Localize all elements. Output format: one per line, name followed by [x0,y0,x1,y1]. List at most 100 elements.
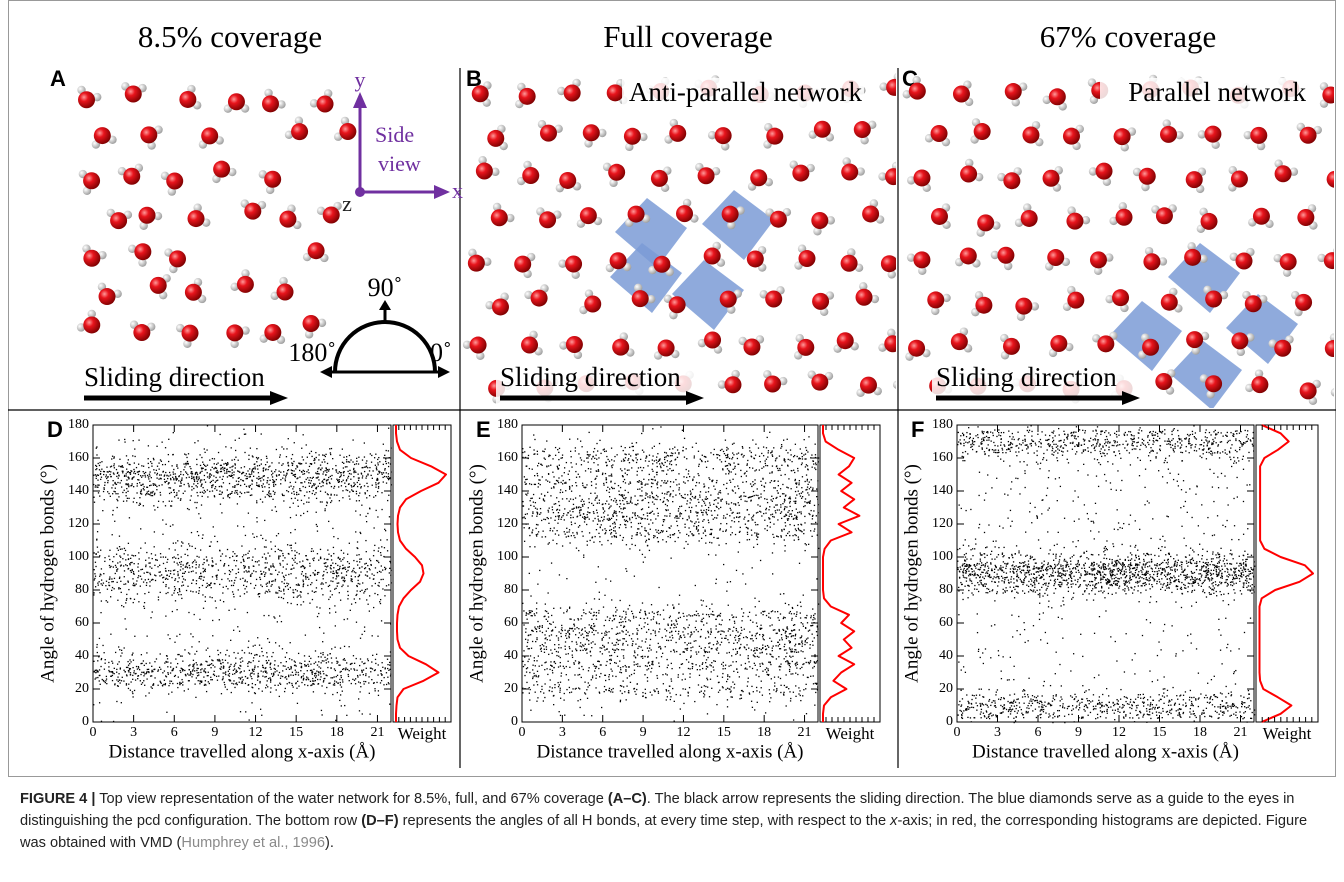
scatter-dot [663,521,664,522]
scatter-dot [112,456,113,457]
scatter-dot [254,466,255,467]
scatter-dot [281,446,282,447]
angle-head [438,366,450,378]
scatter-dot [258,457,259,458]
scatter-dot [160,459,161,460]
scatter-dot [122,558,123,559]
scatter-dot [614,460,615,461]
scatter-dot [331,559,332,560]
scatter-dot [335,588,336,589]
scatter-dot [126,684,127,685]
scatter-dot [388,476,389,477]
scatter-dot [701,619,702,620]
scatter-dot [326,675,327,676]
scatter-dot [287,544,288,545]
scatter-dot [718,682,719,683]
scatter-dot [317,616,318,617]
scatter-dot [175,542,176,543]
scatter-dot [185,464,186,465]
scatter-dot [254,667,255,668]
scatter-dot [381,565,382,566]
oxygen-atom [814,121,831,138]
scatter-dot [251,488,252,489]
scatter-dot [370,671,371,672]
scatter-dot [287,564,288,565]
scatter-dot [181,561,182,562]
scatter-dot [309,565,310,566]
scatter-dot [258,472,259,473]
scatter-dot [320,667,321,668]
scatter-dot [265,464,266,465]
histogram-curve [396,425,446,722]
scatter-dot [572,511,573,512]
scatter-dot [273,482,274,483]
scatter-dot [94,552,95,553]
scatter-dot [360,682,361,683]
scatter-dot [168,439,169,440]
scatter-dot [122,492,123,493]
scatter-dot [313,485,314,486]
scatter-dot [363,681,364,682]
scatter-dot [128,688,129,689]
scatter-dot [146,652,147,653]
scatter-dot [367,486,368,487]
scatter-dot [177,467,178,468]
scatter-dot [190,500,191,501]
scatter-dot [308,502,309,503]
scatter-dot [631,538,632,539]
scatter-dot [180,564,181,565]
scatter-dot [165,464,166,465]
scatter-dot [262,538,263,539]
scatter-dot [272,499,273,500]
scatter-dot [215,600,216,601]
scatter-dot [126,473,127,474]
scatter-dot [248,685,249,686]
scatter-dot [243,565,244,566]
scatter-dot [216,490,217,491]
scatter-dot [246,476,247,477]
scatter-dot [259,593,260,594]
scatter-dot [301,666,302,667]
scatter-dot [191,546,192,547]
scatter-dot [234,485,235,486]
scatter-dot [130,570,131,571]
scatter-dot [377,462,378,463]
scatter-dot [629,518,630,519]
scatter-dot [99,669,100,670]
scatter-dot [312,671,313,672]
scatter-dot [249,670,250,671]
scatter-dot [329,585,330,586]
scatter-dot [240,562,241,563]
scatter-dot [153,483,154,484]
scatter-dot [199,564,200,565]
scatter-dot [752,622,753,623]
scatter-dot [625,611,626,612]
scatter-dot [350,663,351,664]
scatter-dot [620,524,621,525]
scatter-dot [769,506,770,507]
scatter-dot [325,508,326,509]
scatter-dot [603,606,604,607]
scatter-dot [523,610,524,611]
scatter-dot [258,479,259,480]
scatter-dot [220,560,221,561]
scatter-dot [106,467,107,468]
scatter-dot [364,591,365,592]
scatter-dot [364,626,365,627]
scatter-dot [235,565,236,566]
scatter-dot [144,602,145,603]
scatter-dot [209,459,210,460]
scatter-dot [541,520,542,521]
scatter-dot [288,583,289,584]
scatter-dot [311,456,312,457]
scatter-dot [275,506,276,507]
scatter-dot [636,504,637,505]
scatter-dot [357,590,358,591]
scatter-dot [317,526,318,527]
scatter-dot [648,532,649,533]
scatter-dot [153,505,154,506]
scatter-dot [193,667,194,668]
scatter-dot [338,486,339,487]
scatter-dot [349,680,350,681]
scatter-dot [316,498,317,499]
